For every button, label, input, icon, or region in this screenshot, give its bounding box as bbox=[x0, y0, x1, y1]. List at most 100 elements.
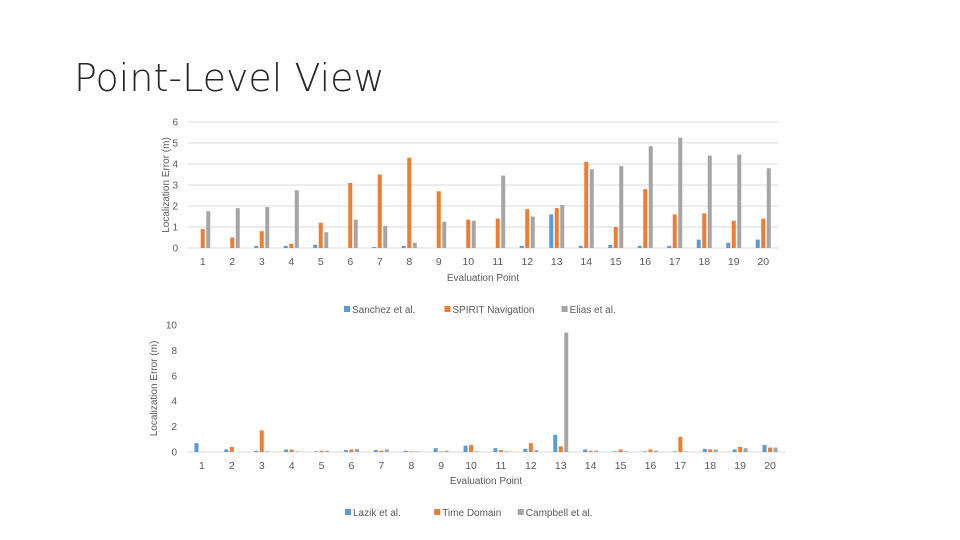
bar bbox=[766, 168, 771, 248]
bar bbox=[414, 451, 419, 452]
bar bbox=[618, 449, 623, 452]
bar bbox=[493, 448, 498, 452]
bar bbox=[578, 245, 583, 248]
y-tick-label: 10 bbox=[166, 321, 178, 332]
legend-swatch bbox=[561, 306, 568, 312]
bar bbox=[558, 446, 563, 452]
legend-label: Time Domain bbox=[442, 508, 501, 519]
bar bbox=[707, 155, 712, 248]
bar bbox=[534, 450, 539, 452]
x-tick-label: 17 bbox=[669, 256, 681, 268]
x-tick-label: 10 bbox=[465, 460, 477, 472]
bar bbox=[667, 245, 672, 248]
bar bbox=[768, 447, 773, 452]
x-tick-label: 3 bbox=[259, 256, 265, 268]
bar bbox=[229, 446, 234, 452]
bar bbox=[619, 166, 624, 248]
bar bbox=[230, 237, 235, 248]
x-tick-label: 12 bbox=[521, 256, 533, 268]
y-tick-label: 8 bbox=[171, 346, 177, 357]
y-tick-label: 5 bbox=[172, 139, 178, 150]
bar bbox=[672, 214, 677, 248]
bar bbox=[463, 445, 468, 452]
bar bbox=[235, 208, 240, 248]
bar bbox=[525, 209, 530, 248]
bar bbox=[773, 447, 778, 452]
slide-title: Point-Level View bbox=[74, 56, 385, 100]
x-tick-label: 14 bbox=[580, 256, 592, 268]
bar bbox=[761, 218, 766, 248]
x-tick-label: 19 bbox=[734, 460, 746, 472]
bar bbox=[642, 451, 647, 452]
y-tick-label: 4 bbox=[171, 397, 177, 408]
x-tick-label: 7 bbox=[378, 460, 384, 472]
y-tick-label: 2 bbox=[172, 202, 178, 213]
x-tick-label: 1 bbox=[199, 460, 205, 472]
x-tick-label: 16 bbox=[639, 256, 651, 268]
bar bbox=[314, 451, 319, 452]
x-tick-label: 13 bbox=[551, 256, 563, 268]
bar bbox=[549, 214, 554, 248]
y-tick-label: 6 bbox=[171, 371, 177, 382]
x-tick-label: 4 bbox=[289, 460, 295, 472]
legend-label: Campbell et al. bbox=[526, 508, 593, 519]
bar bbox=[318, 222, 323, 248]
bar bbox=[433, 448, 438, 452]
bar bbox=[528, 443, 533, 452]
bar bbox=[324, 232, 329, 248]
legend-label: Elias et al. bbox=[570, 305, 616, 316]
legend-label: SPIRIT Navigation bbox=[452, 305, 534, 316]
bar bbox=[349, 449, 354, 452]
x-tick-label: 20 bbox=[757, 256, 769, 268]
bar bbox=[584, 161, 589, 248]
bar bbox=[224, 449, 229, 452]
bar bbox=[439, 451, 444, 452]
bar bbox=[564, 332, 569, 452]
bar bbox=[648, 449, 653, 452]
bar bbox=[259, 430, 264, 452]
bar bbox=[498, 450, 503, 452]
x-tick-label: 18 bbox=[698, 256, 710, 268]
bar bbox=[289, 449, 294, 452]
bar bbox=[474, 451, 479, 452]
bar bbox=[678, 436, 683, 452]
bar bbox=[442, 221, 447, 248]
y-axis-title: Localization Error (m) bbox=[161, 137, 172, 233]
bar bbox=[731, 220, 736, 248]
bar bbox=[560, 204, 565, 248]
y-tick-label: 1 bbox=[172, 223, 178, 234]
bar bbox=[648, 146, 653, 248]
x-tick-label: 16 bbox=[645, 460, 657, 472]
y-tick-label: 4 bbox=[172, 160, 178, 171]
bar bbox=[504, 451, 509, 452]
bar bbox=[523, 448, 528, 452]
bar bbox=[313, 244, 318, 248]
x-tick-label: 3 bbox=[259, 460, 265, 472]
bar bbox=[519, 245, 524, 248]
bar bbox=[713, 449, 718, 452]
bar bbox=[624, 451, 629, 452]
x-tick-label: 15 bbox=[610, 256, 622, 268]
bar bbox=[319, 450, 324, 452]
x-tick-label: 4 bbox=[288, 256, 294, 268]
x-tick-label: 6 bbox=[347, 256, 353, 268]
x-tick-label: 9 bbox=[436, 256, 442, 268]
bar bbox=[353, 219, 358, 248]
bar bbox=[530, 216, 535, 248]
bar bbox=[708, 449, 713, 452]
y-tick-label: 0 bbox=[171, 448, 177, 459]
bar bbox=[553, 434, 558, 452]
bar bbox=[259, 231, 264, 248]
x-tick-label: 20 bbox=[764, 460, 776, 472]
x-tick-label: 8 bbox=[406, 256, 412, 268]
bar bbox=[672, 451, 677, 452]
bar bbox=[354, 448, 359, 452]
x-tick-label: 7 bbox=[377, 256, 383, 268]
x-tick-label: 5 bbox=[319, 460, 325, 472]
bar bbox=[194, 443, 199, 452]
bar bbox=[200, 229, 205, 248]
bar bbox=[295, 451, 300, 452]
bar bbox=[436, 191, 441, 248]
x-tick-label: 17 bbox=[675, 460, 687, 472]
